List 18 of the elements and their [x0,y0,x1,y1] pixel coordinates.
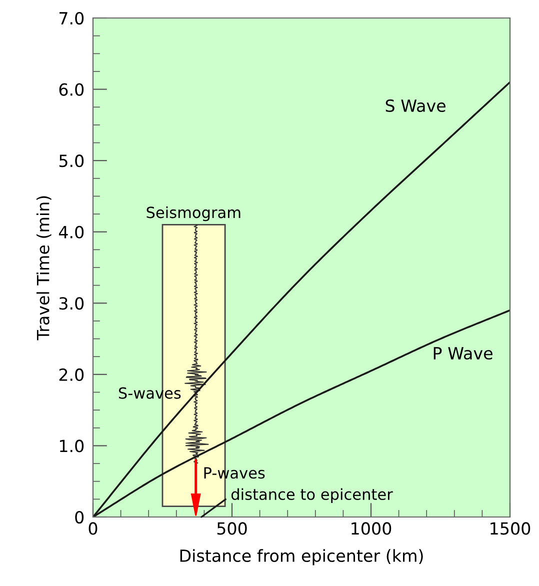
y-tick-label: 0 [75,510,84,524]
annotation: Seismogram [146,206,240,222]
y-tick-label: 6.0 [59,83,84,96]
x-tick-label: 1500 [490,522,530,535]
y-tick-label: 5.0 [59,154,84,168]
x-tick-label: 0 [88,522,98,535]
y-tick-label: 3.0 [59,297,84,310]
x-tick-label: 1000 [352,522,392,535]
y-tick-label: 4.0 [58,226,84,238]
y-tick-label: 1.0 [60,440,84,452]
x-tick-label: 500 [217,522,247,535]
series-label: P Wave [434,347,492,360]
series-label: S Wave [386,99,446,112]
y-axis-title: Travel Time (min) [36,196,52,340]
annotation: distance to epicenter [231,488,393,504]
y-tick-label: 2.0 [59,368,84,381]
x-axis-title: Distance from epicenter (km) [180,549,423,566]
y-tick-label: 7.0 [60,12,84,25]
